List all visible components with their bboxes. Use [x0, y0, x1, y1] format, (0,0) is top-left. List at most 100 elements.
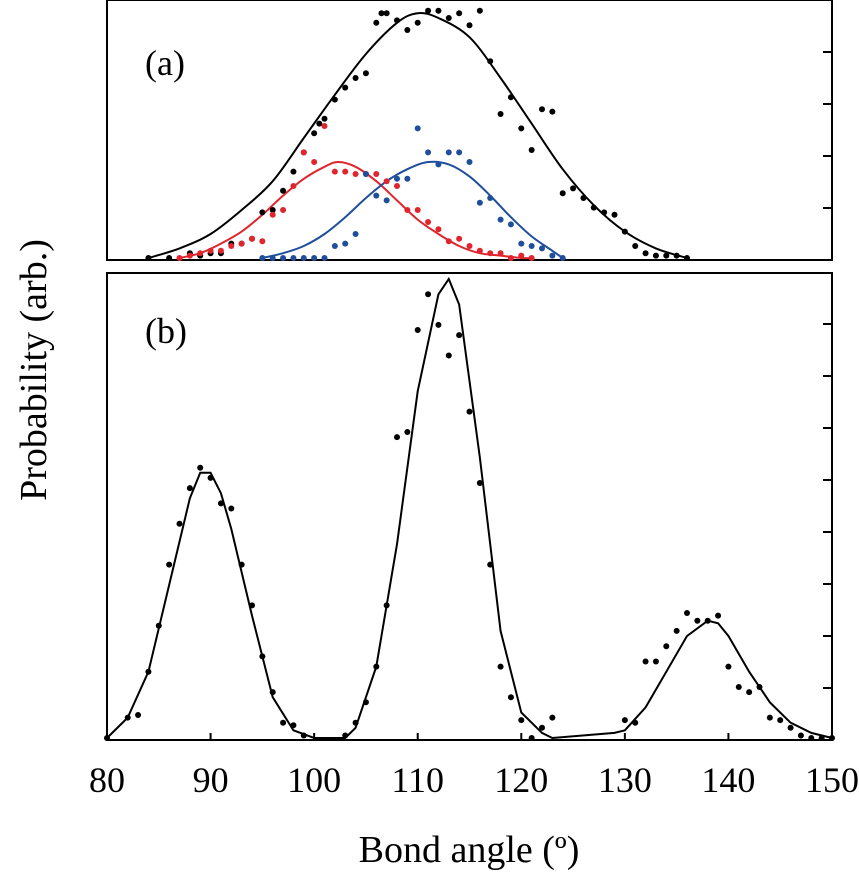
panel-b-b-points-point [518, 717, 525, 724]
panel-b-b-points-point [445, 352, 452, 359]
x-tick-label: 100 [287, 760, 341, 800]
panel-a-red-component-point [197, 250, 204, 257]
panel-b-b-points-point [704, 617, 711, 624]
panel-b-b-points-point [632, 719, 639, 726]
panel-a-blue-component-point [290, 255, 297, 261]
panel-a-red-component-point [176, 255, 183, 261]
panel-b-b-points-point [124, 714, 131, 721]
panel-b-b-points-point [362, 699, 369, 706]
panel-a-red-component-point [383, 178, 390, 185]
panel-a-red-component-point [311, 159, 318, 165]
panel-a-total-points-point [539, 106, 545, 113]
panel-a-blue-component-point [269, 255, 276, 261]
panel-a-total-points-point [559, 190, 566, 197]
panel-a-total-points-point [570, 185, 577, 192]
panel-b-b-points-point [663, 643, 670, 650]
panel-a-total-points-point [466, 22, 473, 29]
panel-b-b-points-point [394, 434, 400, 441]
panel-a-total-points-point [378, 10, 385, 17]
panel-a-blue-component-point [342, 240, 349, 247]
panel-a-total-points-point [373, 19, 380, 26]
panel-a-red-component-point [207, 247, 214, 254]
panel-a-blue-component-point [362, 171, 369, 177]
panel-b-b-points-point [528, 735, 535, 741]
panel-b-b-points-point [404, 429, 411, 435]
panel-a-red-component-point [217, 247, 224, 254]
panel-b-b-points-point [145, 668, 152, 675]
panel-b-frame [106, 272, 833, 741]
panel-a-total-points-point [528, 147, 535, 153]
panel-a-total-points-point [414, 19, 421, 26]
panel-b-b-points-point [673, 627, 680, 634]
panel-a-total-points-point [652, 252, 659, 259]
panel-b-b-points-point [104, 735, 110, 741]
panel-a-red-component-point [238, 240, 245, 247]
y-axis-title: Probability (arb.) [13, 239, 55, 501]
panel-b-b-points-point [715, 612, 722, 619]
panel-a-blue-component-point [373, 192, 380, 199]
panel-b-b-points-point [373, 663, 380, 670]
panel-b-b-points-point [808, 735, 815, 741]
panel-a-total-points-point [601, 209, 608, 216]
panel-b-b-points-point [186, 485, 193, 492]
panel-b-b-points-point [456, 332, 463, 339]
panel-a-blue-component-point [559, 255, 566, 261]
panel-b-b-points-point [352, 719, 359, 726]
panel-a-blue-component-point [331, 243, 338, 249]
panel-a-red-component-point [331, 168, 338, 175]
panel-b-b-points-point [487, 561, 494, 568]
panel-b-b-points-point [642, 658, 649, 665]
panel-a-red-component-point [373, 171, 380, 177]
panel-a-blue-component-point [539, 245, 545, 252]
panel-a-red-component-point [352, 171, 359, 177]
panel-a-red-component-point [497, 250, 504, 257]
panel-b-b-points-point [176, 520, 183, 527]
panel-b-b-points-point [435, 321, 442, 328]
panel-a-blue-component-point [507, 221, 514, 228]
panel-a-total-points-point [352, 75, 359, 81]
panel-b-b-points-point [414, 327, 421, 333]
x-tick-label: 110 [391, 760, 444, 800]
panel-a-blue-component-point [528, 243, 535, 249]
panel-b-b-points-point [155, 622, 162, 629]
panel-a-total-points-point [497, 111, 504, 117]
panel-a-total-points-fit-line [148, 12, 688, 259]
panel-a-blue-component-point [549, 252, 556, 259]
panel-a-red-component-point [466, 243, 473, 249]
panel-a-total-points-point [549, 108, 556, 115]
panel-b-b-points-fit-line [106, 276, 833, 740]
panel-b-b-points-point [684, 610, 690, 617]
panel-a-blue-component-point [321, 255, 328, 261]
panel-a-blue-component-point [280, 255, 287, 261]
panel-a-total-points-point [580, 195, 587, 201]
x-tick-label: 140 [701, 760, 755, 800]
panel-b-b-points-point [135, 712, 142, 719]
panel-a-total-points-point [331, 96, 338, 103]
panel-b-b-points-point [383, 602, 390, 609]
panel-b-b-points-point [300, 732, 307, 739]
panel-b-b-points-point [725, 663, 732, 670]
panel-b-b-points-point [476, 480, 483, 486]
panel-a-red-component-point [321, 123, 328, 129]
panel-b-b-points-point [425, 291, 432, 298]
panel-a-blue-component-point [383, 197, 390, 204]
panel-a-total-points-point [259, 209, 266, 216]
panel-a-total-points-point [487, 58, 494, 65]
x-tick-label: 90 [193, 760, 229, 800]
panel-a-blue-component-point [456, 149, 463, 156]
panel-a-total-points-point [316, 120, 323, 127]
panel-a-label: (a) [145, 43, 185, 83]
panel-a-red-component-point [300, 149, 307, 156]
panel-a-red-component-point [342, 168, 349, 175]
panel-a-blue-component-fit-line [262, 160, 564, 259]
panel-a-red-component-point [456, 235, 463, 242]
panel-a-blue-component-point [476, 199, 483, 206]
panel-a-red-component-point [414, 207, 421, 213]
panel-a-blue-component-point [425, 149, 432, 156]
panel-b-b-points-point [766, 714, 773, 721]
panel-a-blue-component-point [311, 255, 318, 261]
x-tick-label: 80 [89, 760, 125, 800]
panel-a-total-points-point [269, 207, 276, 213]
panel-a-blue-component-point [300, 255, 307, 261]
panel-b-b-points-point [497, 663, 504, 670]
